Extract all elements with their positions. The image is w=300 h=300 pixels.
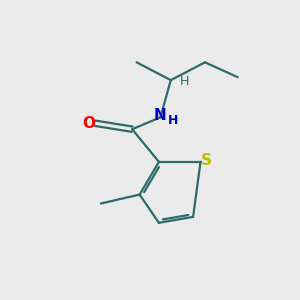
Text: H: H: [168, 114, 178, 127]
Text: N: N: [154, 108, 167, 123]
Text: S: S: [200, 153, 211, 168]
Text: O: O: [82, 116, 96, 131]
Text: H: H: [180, 75, 190, 88]
